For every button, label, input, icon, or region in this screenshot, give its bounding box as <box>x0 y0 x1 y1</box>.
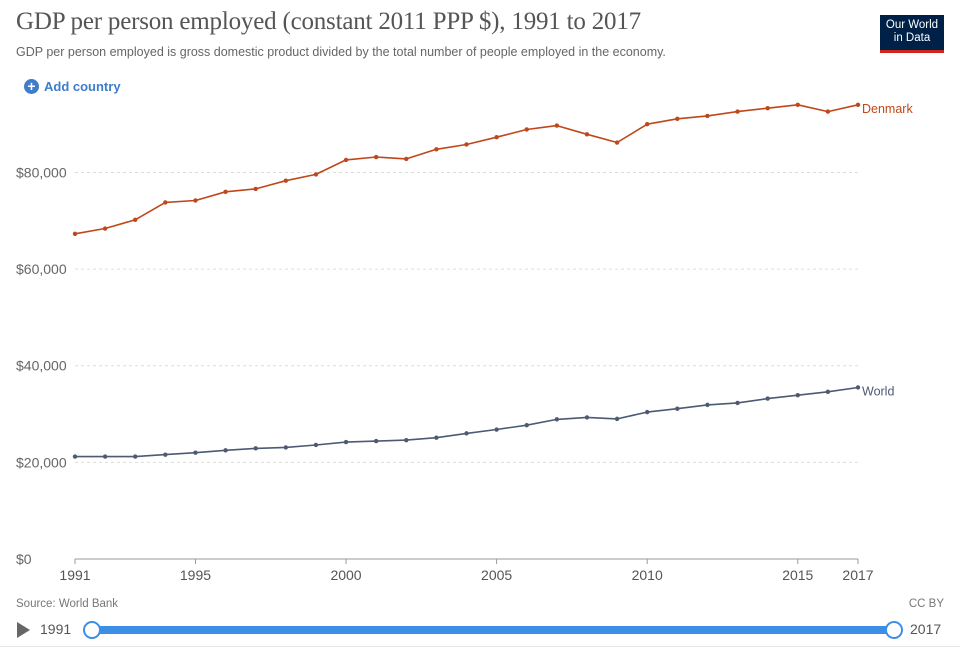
data-point-world[interactable] <box>434 435 439 440</box>
y-tick-label: $80,000 <box>16 164 67 180</box>
data-point-world[interactable] <box>253 446 258 451</box>
series: Denmark World <box>72 102 913 459</box>
data-point-denmark[interactable] <box>584 132 590 137</box>
data-point-world[interactable] <box>343 439 349 445</box>
x-tick-label: 2017 <box>842 567 873 583</box>
timeline-track[interactable] <box>91 626 893 634</box>
data-point-world[interactable] <box>163 452 168 457</box>
y-tick-label: $20,000 <box>16 454 67 470</box>
x-tick-label: 1995 <box>180 567 211 583</box>
data-point-denmark[interactable] <box>494 135 499 140</box>
data-point-world[interactable] <box>313 442 319 448</box>
y-tick-label: $40,000 <box>16 358 67 374</box>
data-point-denmark[interactable] <box>163 200 168 205</box>
y-tick-label: $0 <box>16 551 32 567</box>
chart-subtitle: GDP per person employed is gross domesti… <box>16 45 666 59</box>
source-note[interactable]: Source: World Bank <box>16 598 119 610</box>
logo-text-line2: in Data <box>893 32 931 44</box>
data-point-world[interactable] <box>283 445 289 450</box>
series-line-denmark[interactable] <box>74 104 859 235</box>
data-point-denmark[interactable] <box>554 123 560 128</box>
x-tick-label: 2015 <box>782 567 813 583</box>
data-point-denmark[interactable] <box>795 102 800 108</box>
data-point-denmark[interactable] <box>765 106 770 111</box>
data-point-denmark[interactable] <box>644 121 650 127</box>
chart-title: GDP per person employed (constant 2011 P… <box>16 8 641 35</box>
data-point-world[interactable] <box>675 406 680 411</box>
line-chart: $0 $20,000 $40,000 $60,000 $80,000 1991 1995 20… <box>16 102 913 583</box>
plus-circle-icon: + <box>24 79 39 94</box>
data-point-world[interactable] <box>825 389 831 395</box>
logo-text-line1: Our World <box>885 19 939 31</box>
x-tick-label: 2010 <box>632 567 663 583</box>
axes: $0 $20,000 $40,000 $60,000 $80,000 1991 1995 20… <box>16 164 874 583</box>
data-point-denmark[interactable] <box>223 189 228 194</box>
divider <box>0 646 960 647</box>
data-point-world[interactable] <box>524 422 529 428</box>
data-point-denmark[interactable] <box>373 154 379 160</box>
timeline-end-handle[interactable] <box>885 621 903 639</box>
data-point-world[interactable] <box>464 431 469 436</box>
series-label-world[interactable]: World <box>862 384 894 398</box>
play-icon[interactable] <box>17 622 30 638</box>
x-tick-label: 2005 <box>481 567 512 583</box>
data-point-world[interactable] <box>72 454 78 459</box>
data-point-world[interactable] <box>765 396 770 401</box>
data-point-denmark[interactable] <box>675 116 680 122</box>
data-point-denmark[interactable] <box>705 113 710 119</box>
data-point-denmark[interactable] <box>313 172 319 177</box>
data-point-world[interactable] <box>494 427 499 432</box>
data-point-denmark[interactable] <box>253 186 258 192</box>
data-point-world[interactable] <box>554 417 560 422</box>
data-point-denmark[interactable] <box>102 226 108 231</box>
timeline-slider: 1991 2017 <box>0 612 960 648</box>
data-point-world[interactable] <box>705 402 710 408</box>
data-point-denmark[interactable] <box>404 156 409 162</box>
data-point-world[interactable] <box>735 400 740 406</box>
data-point-denmark[interactable] <box>855 102 861 108</box>
y-tick-label: $60,000 <box>16 261 67 277</box>
add-country-label: Add country <box>44 79 121 94</box>
grid-lines <box>75 171 858 463</box>
data-point-denmark[interactable] <box>133 217 138 223</box>
data-point-denmark[interactable] <box>193 198 198 203</box>
series-label-denmark[interactable]: Denmark <box>862 102 913 116</box>
data-point-world[interactable] <box>102 454 108 459</box>
data-point-world[interactable] <box>373 438 379 444</box>
data-point-world[interactable] <box>193 450 198 455</box>
data-point-world[interactable] <box>223 448 228 453</box>
series-line-world[interactable] <box>75 386 859 458</box>
timeline-start-year: 1991 <box>40 621 72 637</box>
x-tick-label: 2000 <box>330 567 361 583</box>
data-point-world[interactable] <box>795 393 800 398</box>
data-point-denmark[interactable] <box>72 231 78 237</box>
data-point-denmark[interactable] <box>343 157 349 163</box>
data-point-denmark[interactable] <box>614 140 620 145</box>
license-link[interactable]: CC BY <box>908 598 944 610</box>
data-point-world[interactable] <box>404 437 409 443</box>
data-point-denmark[interactable] <box>283 178 289 183</box>
x-tick-label: 1991 <box>59 567 90 583</box>
timeline-start-handle[interactable] <box>83 621 101 639</box>
data-point-world[interactable] <box>584 415 590 420</box>
timeline-end-year: 2017 <box>910 621 942 637</box>
data-point-denmark[interactable] <box>735 109 740 114</box>
data-point-world[interactable] <box>855 385 861 390</box>
data-point-denmark[interactable] <box>825 109 831 114</box>
data-point-denmark[interactable] <box>434 147 439 152</box>
data-point-denmark[interactable] <box>524 127 529 132</box>
add-country-button[interactable]: + Add country <box>24 79 121 94</box>
data-point-world[interactable] <box>614 416 620 422</box>
data-point-denmark[interactable] <box>464 142 469 147</box>
owid-logo[interactable]: Our World in Data <box>880 15 944 53</box>
data-point-world[interactable] <box>133 454 138 459</box>
data-point-world[interactable] <box>644 409 650 415</box>
